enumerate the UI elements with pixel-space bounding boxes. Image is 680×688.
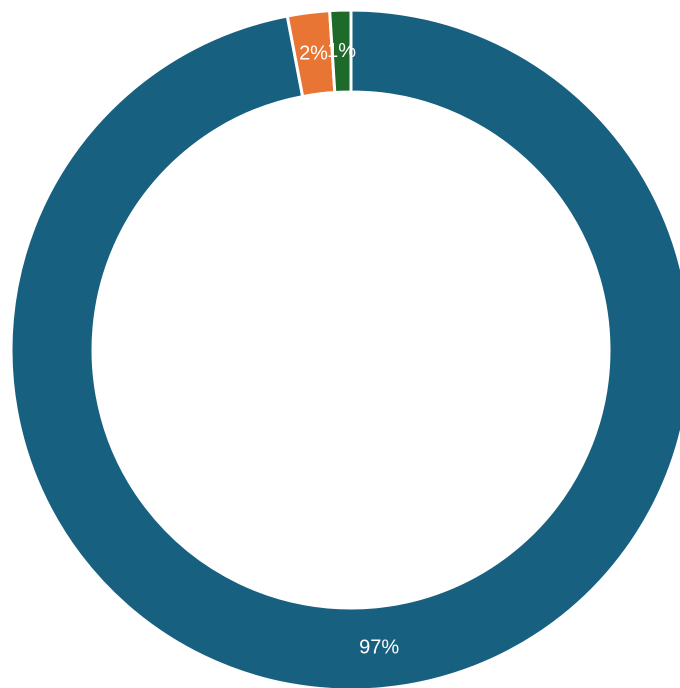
- donut-slice-2: [328, 8, 353, 95]
- slices-layer: [9, 8, 680, 688]
- donut-slice-0: [9, 8, 680, 688]
- slice-label-2: 1%: [327, 40, 356, 62]
- slice-label-1: 2%: [299, 42, 328, 64]
- labels-layer: 97% 2% 1%: [299, 40, 399, 659]
- slice-label-0: 97%: [359, 637, 399, 659]
